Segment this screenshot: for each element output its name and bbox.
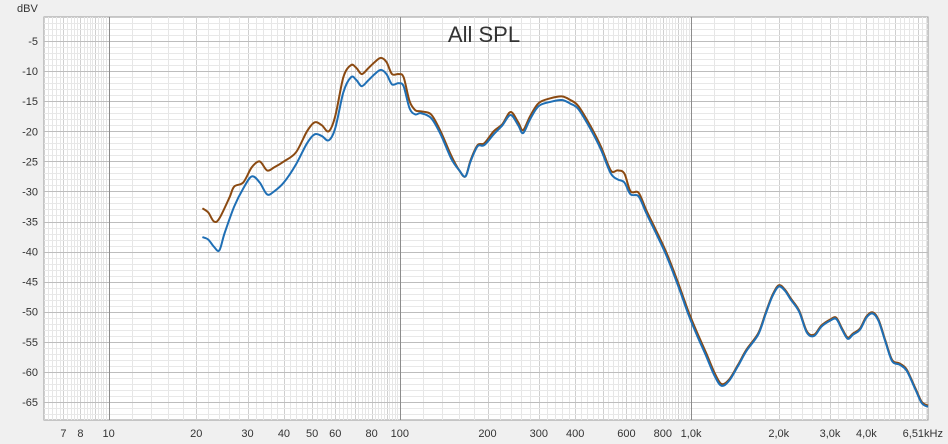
x-tick-label: 800 (654, 428, 672, 440)
x-tick-label: 2,0k (768, 428, 789, 440)
y-tick-label: -35 (22, 217, 38, 229)
major-grid (44, 17, 928, 420)
y-tick-label: -50 (22, 307, 38, 319)
x-tick-label: 40 (278, 428, 290, 440)
x-tick-label: 200 (478, 428, 496, 440)
y-tick-label: -55 (22, 337, 38, 349)
y-tick-label: -65 (22, 397, 38, 409)
series-layer (201, 56, 929, 408)
plot-area (43, 16, 929, 421)
x-tick-label: 6,51kHz (903, 428, 943, 440)
minor-grid (44, 17, 928, 420)
x-tick-label: 30 (241, 428, 253, 440)
y-tick-label: -20 (22, 126, 38, 138)
x-tick-label: 20 (190, 428, 202, 440)
x-tick-label: 600 (617, 428, 635, 440)
spl-curve-series-1 (202, 68, 929, 408)
y-tick-label: -15 (22, 96, 38, 108)
x-tick-label: 50 (306, 428, 318, 440)
x-tick-label: 100 (391, 428, 409, 440)
x-tick-label: 8 (77, 428, 83, 440)
y-tick-label: -45 (22, 277, 38, 289)
x-tick-label: 1,0k (681, 428, 702, 440)
chart-title: All SPL (448, 22, 520, 47)
y-tick-label: -40 (22, 247, 38, 259)
x-tick-labels: 7 8 10 20 30 40 50 60 80 100 200 300 400 600 800 1,0k 2,… (60, 428, 943, 440)
y-axis-unit-label: dBV (17, 3, 38, 15)
y-tick-labels: -5 -10 -15 -20 -25 -30 -35 -40 -45 -50 -55 -60 -65 (22, 36, 38, 409)
x-tick-label: 3,0k (820, 428, 841, 440)
x-tick-label: 400 (566, 428, 584, 440)
x-tick-label: 80 (365, 428, 377, 440)
y-tick-label: -60 (22, 367, 38, 379)
x-tick-label: 7 (60, 428, 66, 440)
x-tick-label: 60 (329, 428, 341, 440)
x-tick-label: 10 (102, 428, 114, 440)
x-tick-label: 4,0k (856, 428, 877, 440)
y-tick-label: -5 (28, 36, 38, 48)
x-tick-label: 300 (530, 428, 548, 440)
y-tick-label: -10 (22, 66, 38, 78)
y-tick-label: -30 (22, 186, 38, 198)
y-tick-label: -25 (22, 156, 38, 168)
